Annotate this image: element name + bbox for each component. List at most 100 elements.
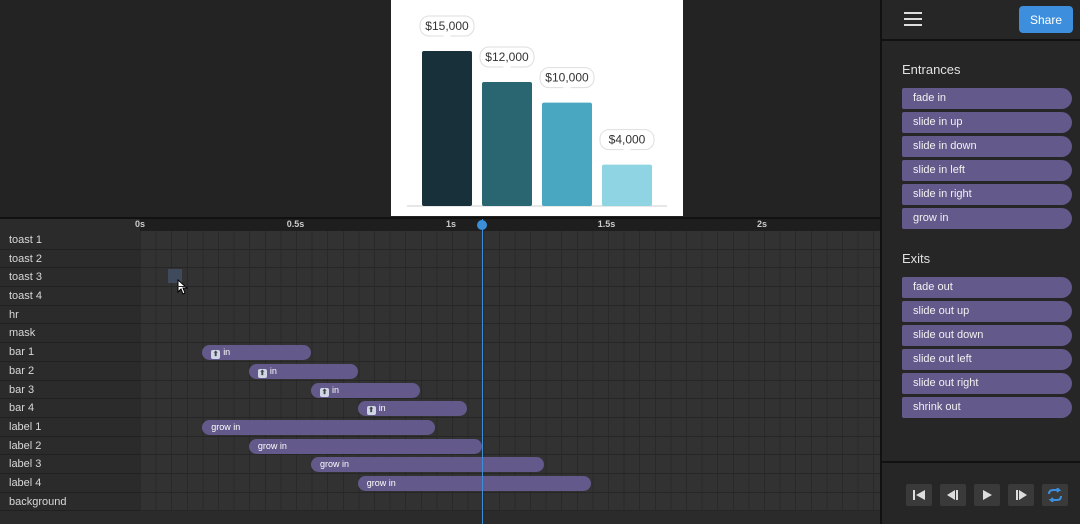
track-label[interactable]: label 1 (0, 418, 140, 437)
share-button[interactable]: Share (1019, 6, 1073, 33)
entrances-list: fade in slide in up slide in down slide in … (902, 88, 1072, 232)
chart-bar[interactable] (422, 51, 472, 206)
clip-label: grow in (257, 440, 287, 451)
track-label[interactable]: toast 2 (0, 250, 140, 269)
ruler-tick-label: 0s (134, 219, 146, 229)
timeline-panel: 0s 0.5s 1s 1.5s 2s toast 1 toast 2 toast 3 toas… (0, 217, 880, 524)
slide-up-icon: ⬆ (366, 406, 376, 416)
svg-text:$15,000: $15,000 (425, 19, 469, 33)
ruler-tick-label: 2s (756, 219, 768, 229)
ruler-tick-label: 1.5s (597, 219, 616, 229)
clip-label: grow in (211, 421, 241, 432)
track-label[interactable]: bar 2 (0, 362, 140, 381)
chart-value-label: $12,000 (479, 46, 535, 71)
chart-canvas[interactable]: $15,000 $12,000 $10,000 $4,000 (391, 0, 683, 216)
exits-title: Exits (902, 251, 931, 266)
slide-up-icon: ⬆ (257, 368, 267, 378)
exits-list: fade out slide out up slide out down slide … (902, 277, 1072, 421)
svg-text:$10,000: $10,000 (545, 71, 589, 85)
track-label[interactable]: toast 3 (0, 268, 140, 288)
track-row[interactable]: ⬆ in (140, 343, 880, 362)
entrance-effect-item[interactable]: slide in right (902, 184, 1072, 205)
exit-effect-item[interactable]: fade out (902, 277, 1072, 298)
transport-controls (882, 461, 1080, 524)
exit-effect-item[interactable]: shrink out (902, 397, 1072, 418)
animation-clip[interactable]: grow in (357, 475, 591, 491)
exit-effect-item[interactable]: slide out right (902, 373, 1072, 394)
chart-value-label: $10,000 (539, 67, 595, 92)
track-label[interactable]: mask (0, 324, 140, 344)
track-label[interactable]: label 2 (0, 437, 140, 456)
entrance-effect-item[interactable]: slide in left (902, 160, 1072, 181)
skip-to-start-icon[interactable] (906, 484, 932, 506)
loop-icon[interactable] (1042, 484, 1068, 506)
entrances-title: Entrances (902, 62, 961, 77)
track-row[interactable]: ⬆ in (140, 381, 880, 400)
track-row[interactable] (140, 231, 880, 250)
preview-area: $15,000 $12,000 $10,000 $4,000 (0, 0, 880, 217)
hover-cell (168, 269, 182, 283)
exit-effect-item[interactable]: slide out up (902, 301, 1072, 322)
track-row[interactable] (140, 250, 880, 269)
track-row[interactable]: grow in (140, 437, 880, 456)
track-label[interactable]: bar 3 (0, 381, 140, 400)
step-back-icon[interactable] (940, 484, 966, 506)
track-row[interactable] (140, 493, 880, 511)
chart-value-label: $15,000 (419, 15, 475, 40)
animation-clip[interactable]: ⬆ in (202, 345, 312, 361)
clip-label: in (223, 347, 231, 358)
animation-clip[interactable]: ⬆ in (311, 382, 420, 398)
bar-chart: $15,000 $12,000 $10,000 $4,000 (407, 15, 667, 207)
slide-up-icon: ⬆ (320, 387, 330, 397)
step-forward-icon[interactable] (1008, 484, 1034, 506)
animation-clip[interactable]: grow in (311, 457, 545, 473)
track-label[interactable]: bar 1 (0, 343, 140, 362)
animation-clip[interactable]: grow in (202, 419, 436, 435)
chart-bar[interactable] (602, 164, 652, 206)
track-label[interactable]: toast 1 (0, 231, 140, 250)
sidebar-header: Share (882, 0, 1080, 41)
animation-clip[interactable]: ⬆ in (357, 401, 467, 417)
track-label[interactable]: label 3 (0, 455, 140, 474)
entrance-effect-item[interactable]: slide in up (902, 112, 1072, 133)
track-label[interactable]: label 4 (0, 474, 140, 493)
hamburger-menu-icon[interactable] (904, 12, 922, 28)
animation-clip[interactable]: grow in (248, 438, 483, 454)
track-row[interactable] (140, 287, 880, 306)
track-row[interactable]: ⬆ in (140, 362, 880, 381)
track-row[interactable]: grow in (140, 418, 880, 437)
clip-label: grow in (366, 477, 396, 488)
effects-sidebar: Share Entrances fade in slide in up slide … (880, 0, 1080, 524)
animation-clip[interactable]: ⬆ in (248, 363, 358, 379)
ruler-tick-label: 0.5s (286, 219, 305, 229)
track-label[interactable]: background (0, 493, 140, 512)
chart-bar[interactable] (482, 82, 532, 206)
track-row[interactable] (140, 324, 880, 344)
chart-bar[interactable] (542, 102, 592, 206)
track-label[interactable]: toast 4 (0, 287, 140, 306)
track-row[interactable] (140, 268, 880, 288)
playhead-line (482, 219, 484, 524)
clip-label: grow in (320, 459, 350, 470)
exit-effect-item[interactable]: slide out down (902, 325, 1072, 346)
exit-effect-item[interactable]: slide out left (902, 349, 1072, 370)
entrance-effect-item[interactable]: fade in (902, 88, 1072, 109)
track-row[interactable] (140, 306, 880, 325)
ruler-tick-label: 1s (445, 219, 457, 229)
playhead-handle[interactable] (477, 220, 488, 230)
entrance-effect-item[interactable]: grow in (902, 208, 1072, 229)
track-label[interactable]: hr (0, 306, 140, 325)
play-icon[interactable] (974, 484, 1000, 506)
time-ruler[interactable]: 0s 0.5s 1s 1.5s 2s (135, 219, 880, 231)
track-row[interactable]: grow in (140, 455, 880, 474)
clip-label: in (269, 365, 277, 376)
track-grid[interactable]: ⬆ in ⬆ in ⬆ in ⬆ in grow in grow in grow in grow in (140, 231, 880, 511)
chart-value-label: $4,000 (599, 129, 655, 154)
svg-text:$4,000: $4,000 (609, 133, 646, 147)
track-row[interactable]: ⬆ in (140, 399, 880, 418)
track-label[interactable]: bar 4 (0, 399, 140, 418)
track-row[interactable]: grow in (140, 474, 880, 493)
entrance-effect-item[interactable]: slide in down (902, 136, 1072, 157)
